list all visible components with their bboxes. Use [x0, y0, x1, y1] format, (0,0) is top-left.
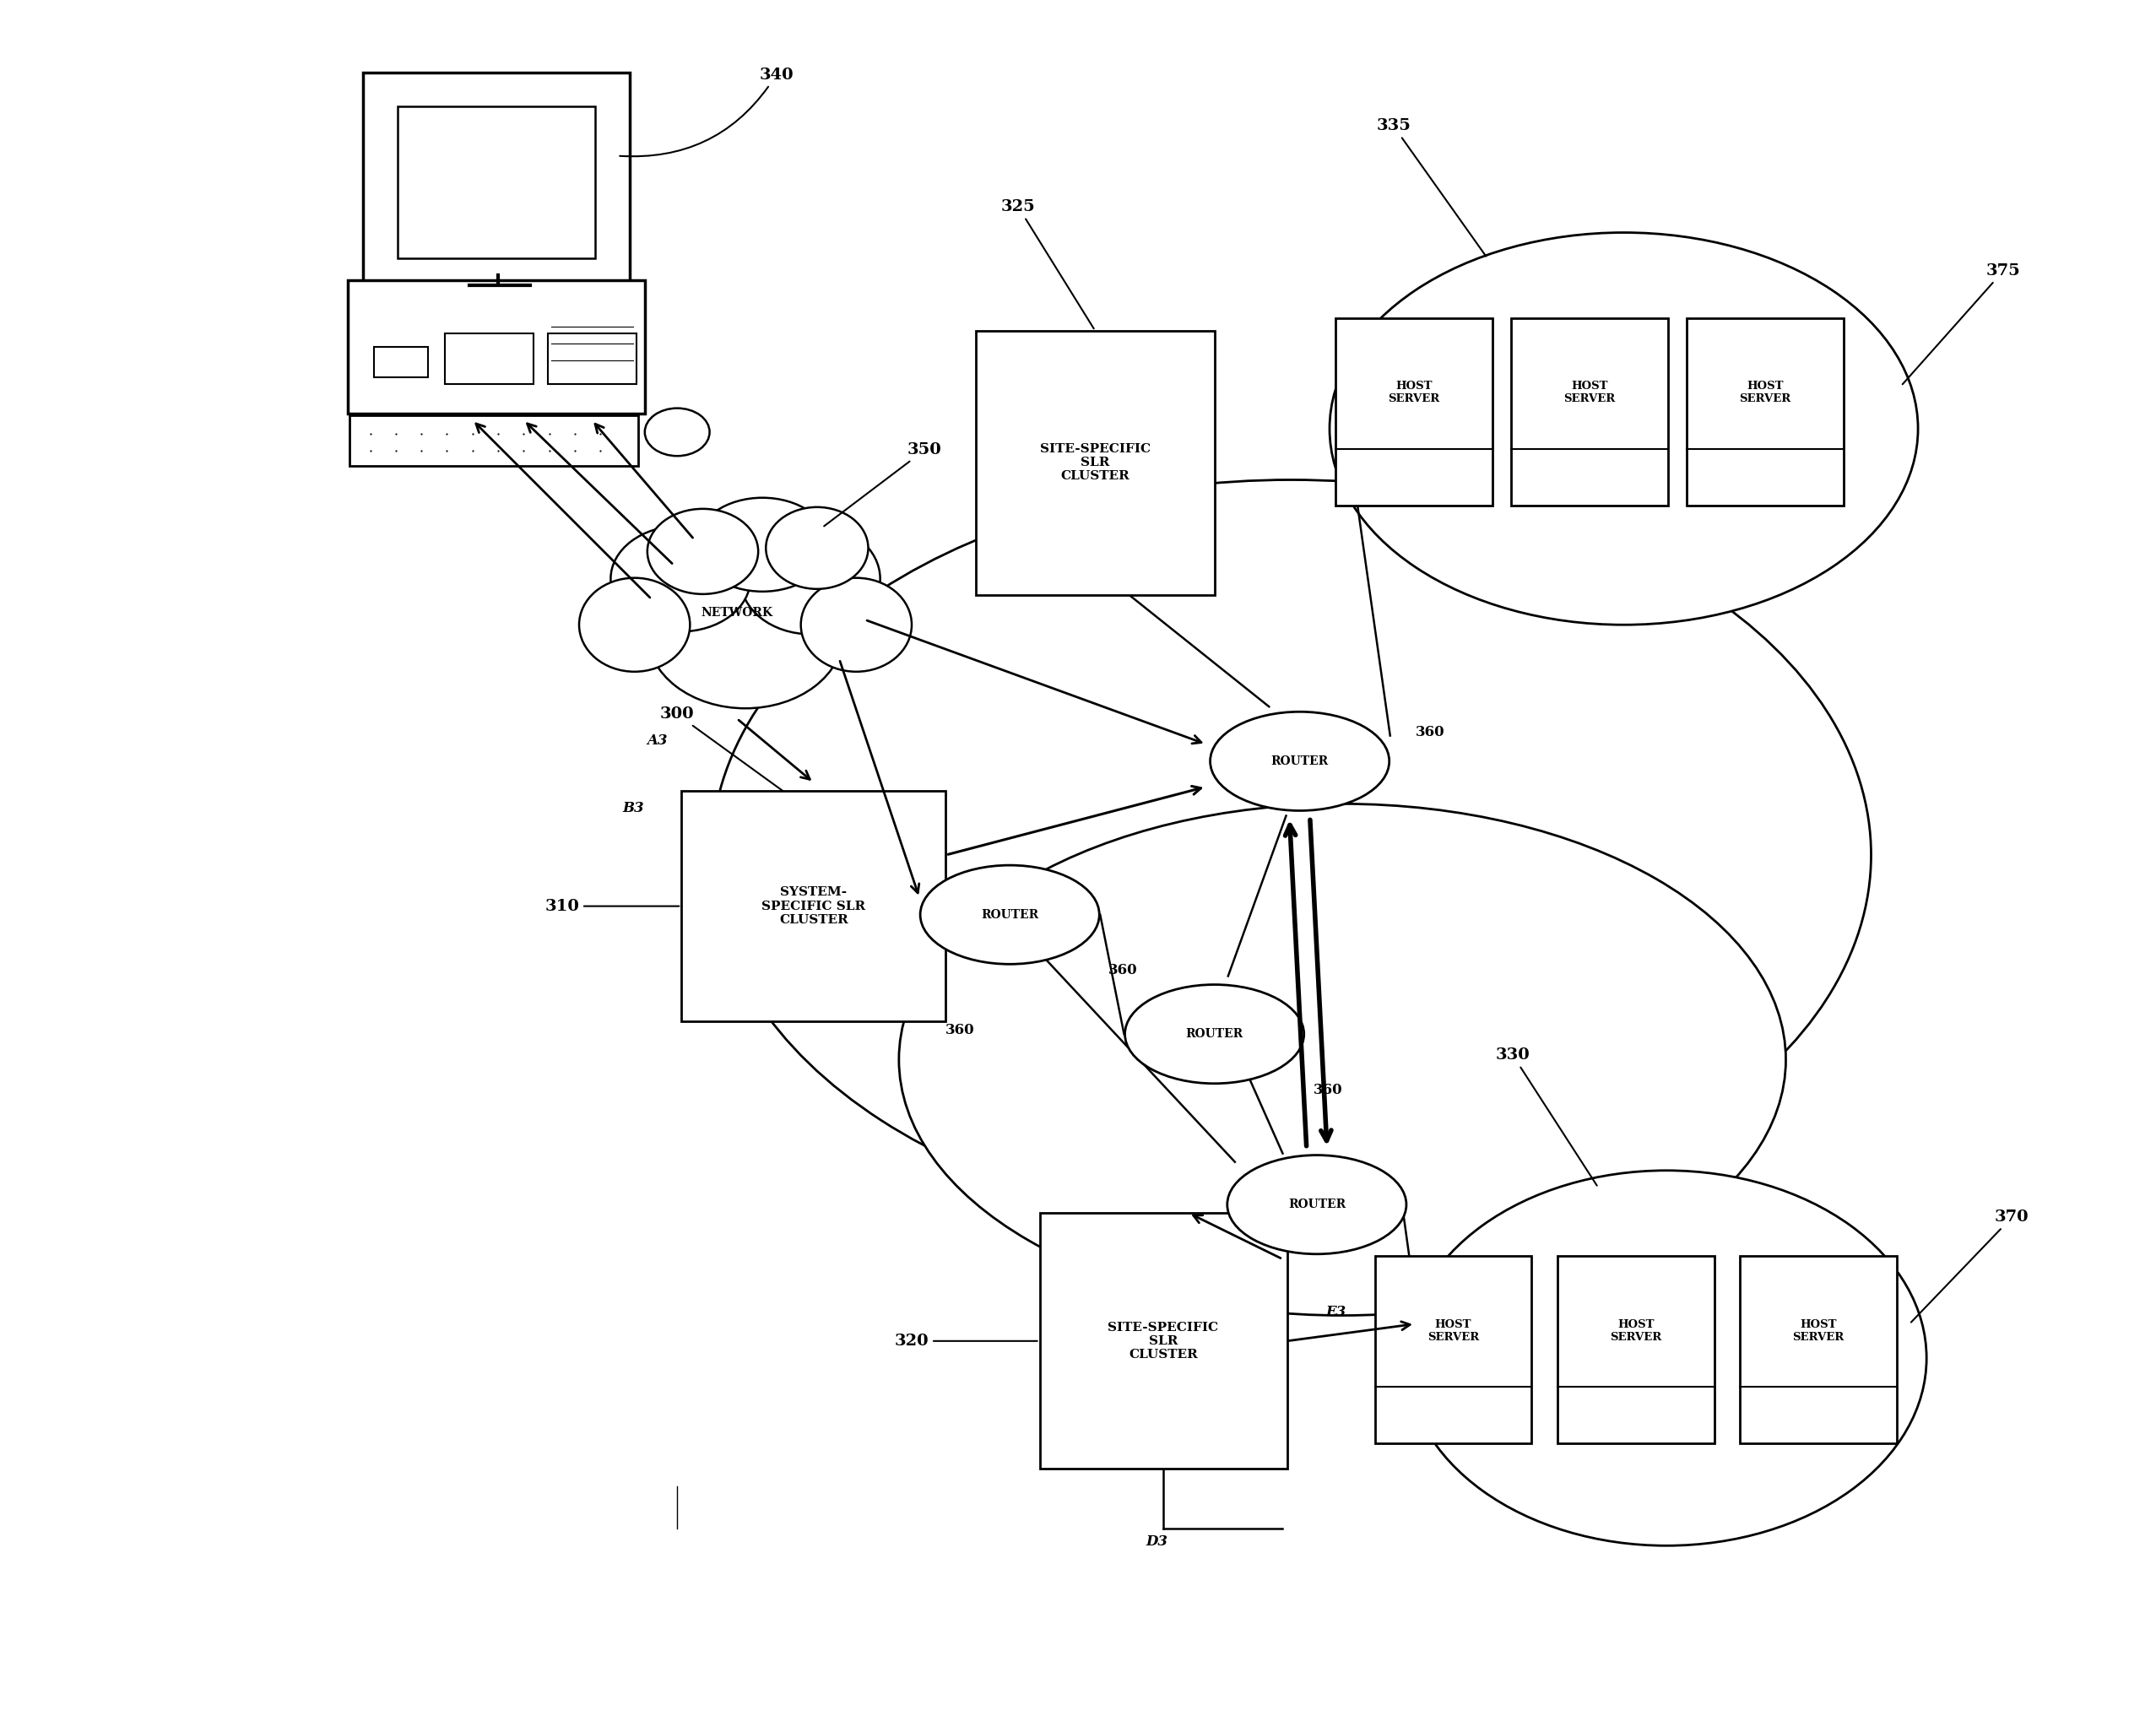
Text: SITE-SPECIFIC
SLR
CLUSTER: SITE-SPECIFIC SLR CLUSTER	[1108, 1322, 1218, 1361]
Bar	[1335, 318, 1492, 506]
Bar	[548, 333, 636, 385]
Text: 370: 370	[1910, 1211, 2029, 1322]
Text: ROUTER: ROUTER	[1186, 1028, 1244, 1040]
Ellipse shape	[647, 557, 843, 708]
FancyBboxPatch shape	[364, 72, 630, 282]
Text: ROUTER: ROUTER	[1272, 756, 1328, 768]
Bar	[1376, 1255, 1531, 1443]
FancyBboxPatch shape	[347, 280, 645, 414]
Bar	[1686, 318, 1843, 506]
Text: HOST
SERVER: HOST SERVER	[1427, 1318, 1479, 1342]
Bar	[1511, 318, 1669, 506]
Text: 310: 310	[545, 898, 679, 913]
Text: HOST
SERVER: HOST SERVER	[1740, 381, 1792, 405]
Text: 350: 350	[824, 443, 942, 527]
Text: ROUTER: ROUTER	[981, 908, 1039, 920]
Text: SITE-SPECIFIC
SLR
CLUSTER: SITE-SPECIFIC SLR CLUSTER	[1039, 443, 1151, 482]
Ellipse shape	[1125, 985, 1304, 1084]
Text: 335: 335	[1376, 118, 1485, 256]
Text: 330: 330	[1496, 1048, 1598, 1185]
Bar	[373, 347, 429, 378]
Text: HOST
SERVER: HOST SERVER	[1792, 1318, 1843, 1342]
Ellipse shape	[1406, 1170, 1927, 1546]
Text: D3: D3	[1147, 1534, 1169, 1549]
Bar	[446, 333, 535, 385]
Ellipse shape	[696, 498, 830, 592]
Text: 320: 320	[895, 1334, 1037, 1349]
Ellipse shape	[921, 865, 1100, 964]
Text: 340: 340	[619, 67, 793, 156]
Text: 360: 360	[1416, 725, 1445, 739]
Text: B3: B3	[623, 802, 645, 816]
Ellipse shape	[711, 481, 1871, 1229]
Ellipse shape	[740, 523, 880, 634]
Ellipse shape	[899, 804, 1785, 1315]
Ellipse shape	[647, 510, 759, 593]
Text: HOST
SERVER: HOST SERVER	[1611, 1318, 1662, 1342]
Bar	[681, 792, 946, 1021]
Text: 360: 360	[1313, 1082, 1343, 1098]
Bar	[1039, 1212, 1287, 1469]
Text: NETWORK: NETWORK	[701, 607, 772, 619]
Text: A3: A3	[647, 734, 666, 747]
Bar	[1557, 1255, 1714, 1443]
FancyBboxPatch shape	[397, 106, 595, 258]
Text: E3: E3	[1326, 1305, 1345, 1318]
Text: SYSTEM-
SPECIFIC SLR
CLUSTER: SYSTEM- SPECIFIC SLR CLUSTER	[761, 886, 865, 925]
Ellipse shape	[645, 409, 709, 457]
Text: HOST
SERVER: HOST SERVER	[1563, 381, 1615, 405]
Text: 375: 375	[1902, 263, 2020, 385]
Bar	[977, 330, 1214, 595]
FancyBboxPatch shape	[349, 416, 638, 467]
Ellipse shape	[800, 578, 912, 672]
Text: 360: 360	[944, 1023, 975, 1038]
Text: 360: 360	[1108, 963, 1138, 978]
Ellipse shape	[580, 578, 690, 672]
Bar	[1740, 1255, 1897, 1443]
Text: 325: 325	[1000, 200, 1093, 328]
Text: C3: C3	[1160, 1236, 1181, 1250]
Ellipse shape	[1330, 233, 1919, 624]
Ellipse shape	[610, 527, 750, 631]
Ellipse shape	[1210, 711, 1388, 811]
Ellipse shape	[765, 508, 869, 588]
Text: ROUTER: ROUTER	[1287, 1199, 1345, 1211]
Text: HOST
SERVER: HOST SERVER	[1388, 381, 1440, 405]
Text: 300: 300	[660, 706, 845, 836]
Ellipse shape	[1227, 1156, 1406, 1253]
